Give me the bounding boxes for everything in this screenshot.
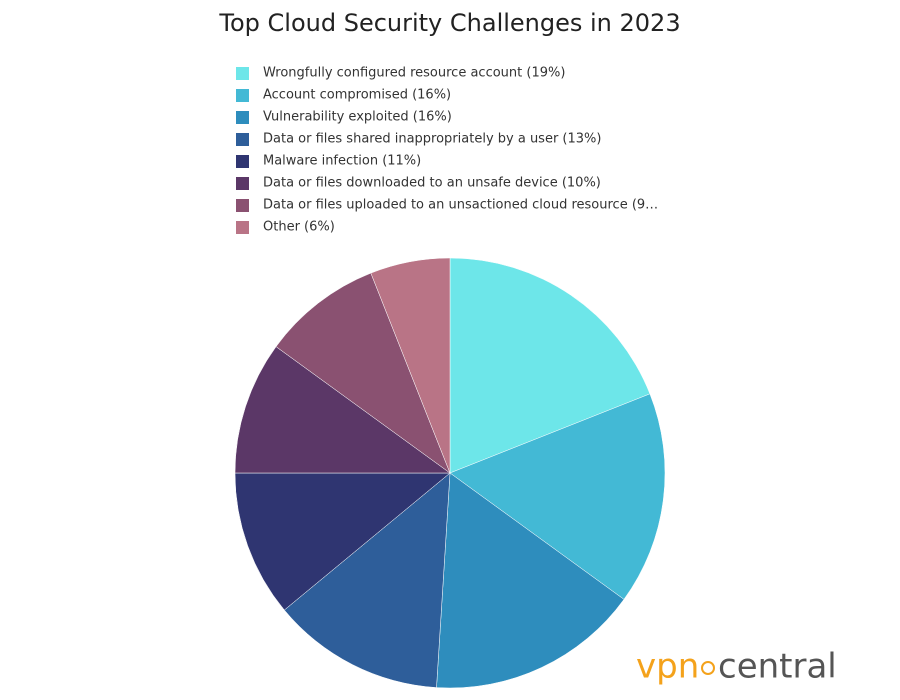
legend-swatch	[236, 199, 249, 212]
pie-slice	[370, 257, 451, 474]
legend-swatch	[236, 177, 249, 190]
legend-label: Account compromised (16%)	[263, 88, 451, 103]
watermark-icon	[701, 661, 715, 675]
pie-slice	[234, 346, 451, 474]
legend-label: Data or files downloaded to an unsafe de…	[263, 176, 601, 191]
legend-label: Other (6%)	[263, 220, 335, 235]
pie-slice	[449, 257, 651, 474]
legend-label: Data or files shared inappropriately by …	[263, 132, 601, 147]
legend-swatch	[236, 67, 249, 80]
pie-slice	[234, 472, 451, 611]
watermark-central: central	[718, 647, 837, 687]
chart-title: Top Cloud Security Challenges in 2023	[218, 9, 680, 37]
legend-label: Wrongfully configured resource account (…	[263, 66, 565, 81]
pie-slice	[449, 393, 666, 600]
legend-label: Data or files uploaded to an unsactioned…	[263, 198, 658, 213]
pie-slice	[283, 472, 451, 688]
legend-swatch	[236, 111, 249, 124]
legend-swatch	[236, 133, 249, 146]
watermark: vpn central	[636, 647, 837, 687]
watermark-vpn: vpn	[636, 647, 699, 687]
legend-swatch	[236, 155, 249, 168]
legend-label: Malware infection (11%)	[263, 154, 421, 169]
legend-swatch	[236, 221, 249, 234]
pie-slice	[275, 272, 451, 474]
pie-slice	[436, 472, 625, 689]
legend-label: Vulnerability exploited (16%)	[263, 110, 452, 125]
legend-swatch	[236, 89, 249, 102]
